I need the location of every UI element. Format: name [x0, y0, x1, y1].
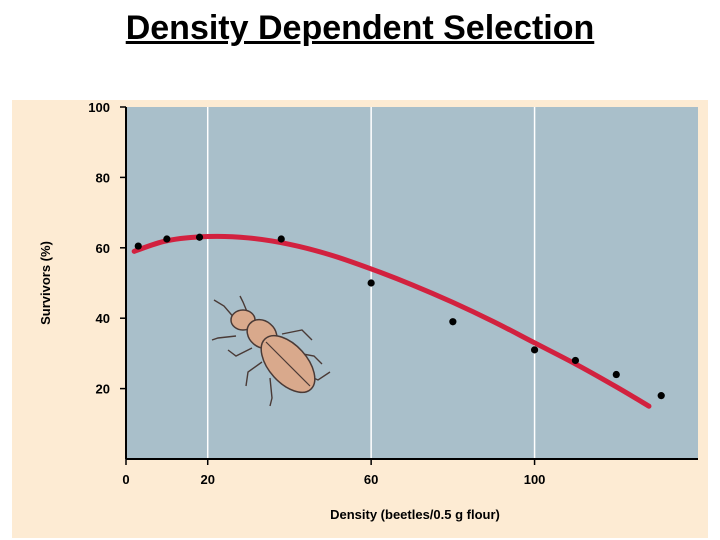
- data-point-0: [134, 242, 142, 250]
- x-tick-label-0: 0: [122, 472, 129, 487]
- data-point-2: [195, 233, 204, 241]
- x-tick-label-20: 20: [200, 472, 214, 487]
- data-point-6: [530, 346, 539, 354]
- data-point-1: [163, 235, 171, 243]
- data-points: [134, 233, 665, 400]
- y-tick-label-80: 80: [96, 170, 110, 185]
- flour-beetle-illustration: [211, 295, 331, 407]
- y-tick-label-20: 20: [96, 382, 110, 397]
- x-tick-label-60: 60: [364, 472, 378, 487]
- y-tick-label-60: 60: [96, 241, 110, 256]
- y-ticks: 20 40 60 80 100: [88, 100, 126, 397]
- x-ticks: 0 20 60 100: [122, 459, 545, 487]
- data-point-5: [449, 318, 457, 326]
- data-point-7: [571, 356, 580, 365]
- data-point-3: [277, 235, 285, 243]
- y-tick-label-100: 100: [88, 100, 110, 115]
- y-axis-label: Survivors (%): [38, 241, 53, 325]
- data-point-8: [612, 370, 620, 379]
- fitted-curve: [131, 233, 652, 409]
- x-tick-label-100: 100: [524, 472, 546, 487]
- data-point-4: [367, 279, 375, 287]
- data-point-9: [657, 392, 665, 400]
- x-axis-label: Density (beetles/0.5 g flour): [330, 507, 500, 522]
- slide-title: Density Dependent Selection: [125, 9, 595, 47]
- y-tick-label-40: 40: [96, 311, 110, 326]
